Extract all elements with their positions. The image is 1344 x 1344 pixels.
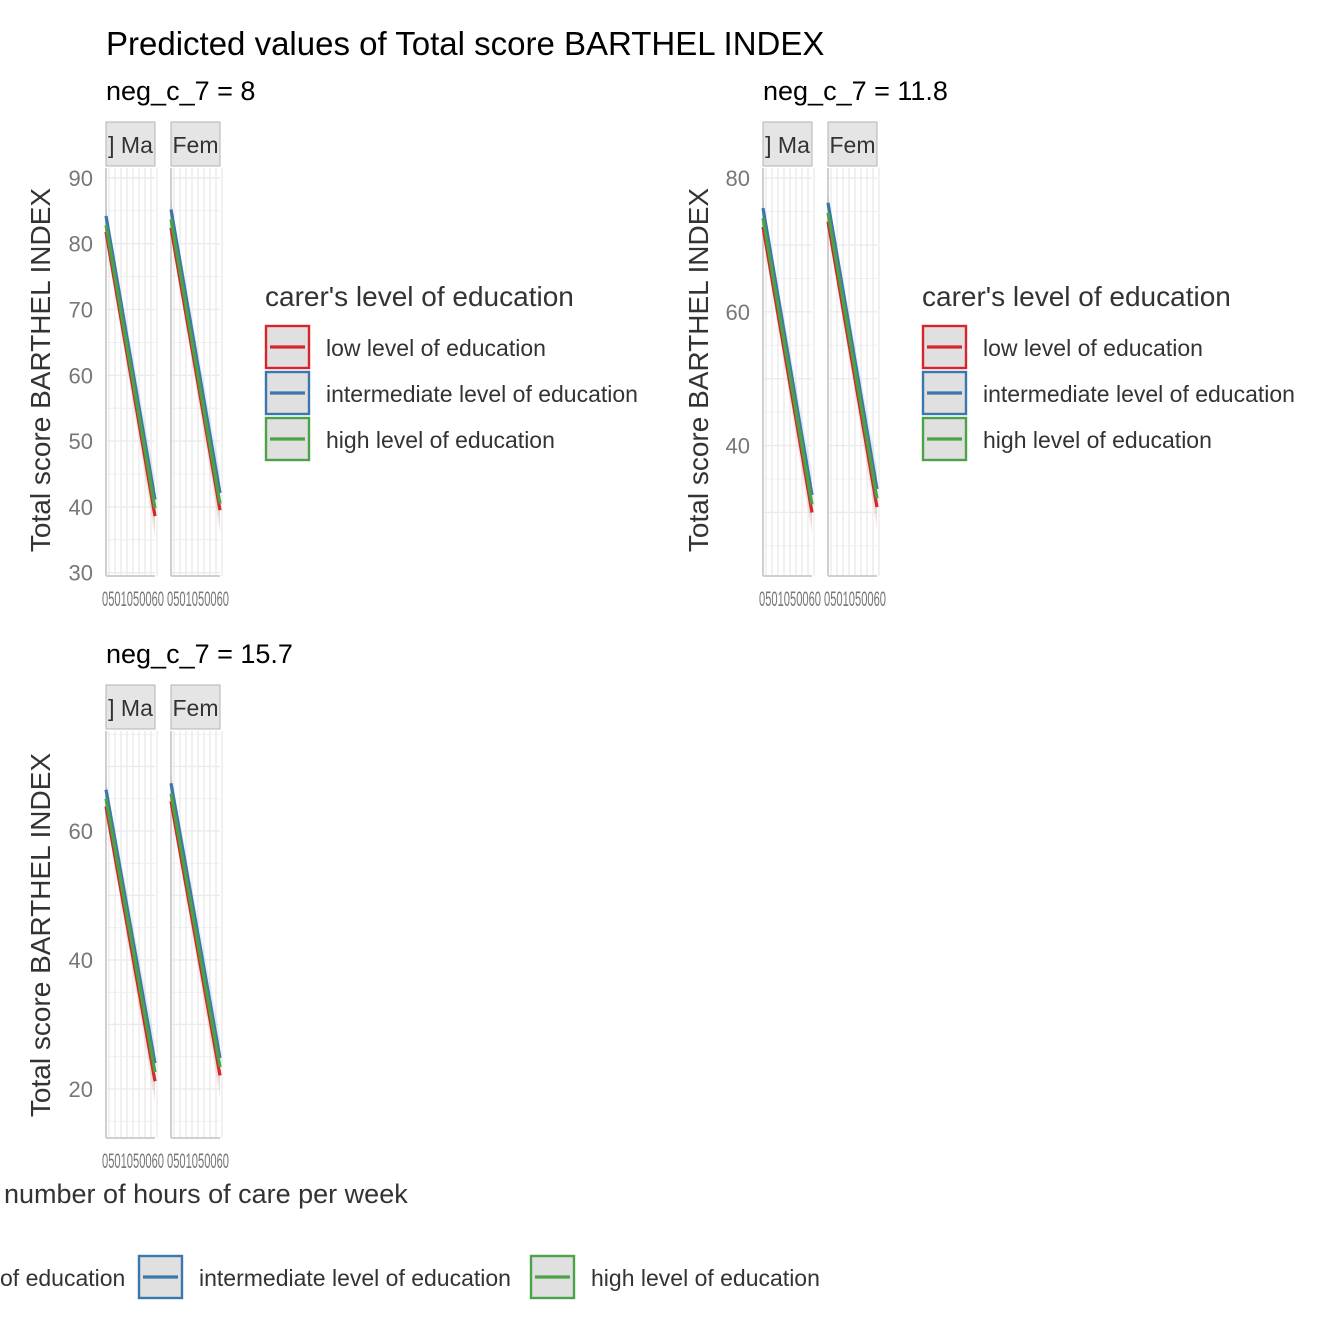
- facet-strip: [105, 121, 156, 167]
- series-line: [169, 782, 222, 1059]
- facet-strip: [170, 121, 221, 167]
- y-tick-label: 50: [69, 429, 93, 454]
- facet-strip-label: Fem: [173, 695, 219, 721]
- legend-label: high level of education: [326, 427, 555, 453]
- y-tick-label: 40: [69, 948, 93, 973]
- x-tick-label: 0501050060: [759, 588, 821, 611]
- y-tick-label: 90: [69, 166, 93, 191]
- x-tick-label: 0501050060: [824, 588, 886, 611]
- y-axis-label: Total score BARTHEL INDEX: [25, 753, 56, 1117]
- facet-1: ] Ma 0501050060: [759, 121, 821, 611]
- facet-strip: [827, 121, 878, 167]
- facet-1: ] Ma 0501050060: [102, 121, 164, 611]
- x-axis-label: number of hours of care per week: [4, 1179, 408, 1209]
- legend-label: intermediate level of education: [199, 1265, 511, 1291]
- panel-title: neg_c_7 = 15.7: [106, 639, 293, 669]
- x-tick-label: 0501050060: [167, 1150, 229, 1173]
- series-line: [169, 209, 222, 494]
- y-tick-label: 20: [69, 1077, 93, 1102]
- y-tick-label: 80: [726, 166, 750, 191]
- x-tick-label: 0501050060: [167, 588, 229, 611]
- facet-strip: [170, 684, 221, 730]
- facet-2: Fem 0501050060: [824, 121, 886, 611]
- panel-title: neg_c_7 = 8: [106, 76, 255, 106]
- series-line: [826, 202, 879, 490]
- legend-label: of education: [0, 1265, 125, 1291]
- series-line: [104, 798, 157, 1073]
- legend-label: intermediate level of education: [326, 381, 638, 407]
- y-tick-label: 60: [726, 300, 750, 325]
- facet-2: Fem 0501050060: [167, 121, 229, 611]
- facet-strip: [105, 684, 156, 730]
- y-tick-label: 80: [69, 232, 93, 257]
- legend-1: carer's level of education low level of e…: [264, 281, 638, 462]
- y-tick-label: 40: [69, 495, 93, 520]
- x-tick-label: 0501050060: [102, 1150, 164, 1173]
- y-tick-label: 40: [726, 434, 750, 459]
- legend-label: intermediate level of education: [983, 381, 1295, 407]
- panel-title: neg_c_7 = 11.8: [763, 76, 948, 106]
- y-tick-label: 60: [69, 363, 93, 388]
- x-tick-label: 0501050060: [102, 588, 164, 611]
- legend-title: carer's level of education: [265, 281, 574, 312]
- legend-title: carer's level of education: [922, 281, 1231, 312]
- y-tick-label: 30: [69, 561, 93, 586]
- legend-label: low level of education: [983, 335, 1203, 361]
- legend-2: carer's level of education low level of e…: [921, 281, 1295, 462]
- facet-2: Fem 0501050060: [167, 684, 229, 1173]
- y-tick-label: 70: [69, 297, 93, 322]
- y-axis-label: Total score BARTHEL INDEX: [25, 188, 56, 552]
- y-axis-label: Total score BARTHEL INDEX: [683, 188, 714, 552]
- legend-label: low level of education: [326, 335, 546, 361]
- y-tick-label: 60: [69, 819, 93, 844]
- facet-1: ] Ma 0501050060: [102, 684, 164, 1173]
- series-line: [169, 793, 222, 1068]
- facet-strip-label: ] Ma: [108, 132, 153, 158]
- legend-label: high level of education: [983, 427, 1212, 453]
- bottom-legend: of education intermediate level of educat…: [0, 1254, 820, 1300]
- panel-3: neg_c_7 = 15.7 Total score BARTHEL INDEX 2…: [4, 639, 408, 1209]
- facet-strip-label: ] Ma: [108, 695, 153, 721]
- chart-title: Predicted values of Total score BARTHEL …: [106, 25, 824, 62]
- facet-strip-label: Fem: [173, 132, 219, 158]
- legend-label: high level of education: [591, 1265, 820, 1291]
- facet-strip-label: ] Ma: [765, 132, 810, 158]
- panel-2: neg_c_7 = 11.8 Total score BARTHEL INDEX 4…: [683, 76, 948, 611]
- series-line: [169, 219, 222, 504]
- series-line: [761, 217, 814, 505]
- facet-strip-label: Fem: [830, 132, 876, 158]
- panel-1: neg_c_7 = 8 Total score BARTHEL INDEX 30 40…: [25, 76, 255, 611]
- series-line: [826, 212, 879, 499]
- series-line: [104, 224, 157, 509]
- facet-strip: [762, 121, 813, 167]
